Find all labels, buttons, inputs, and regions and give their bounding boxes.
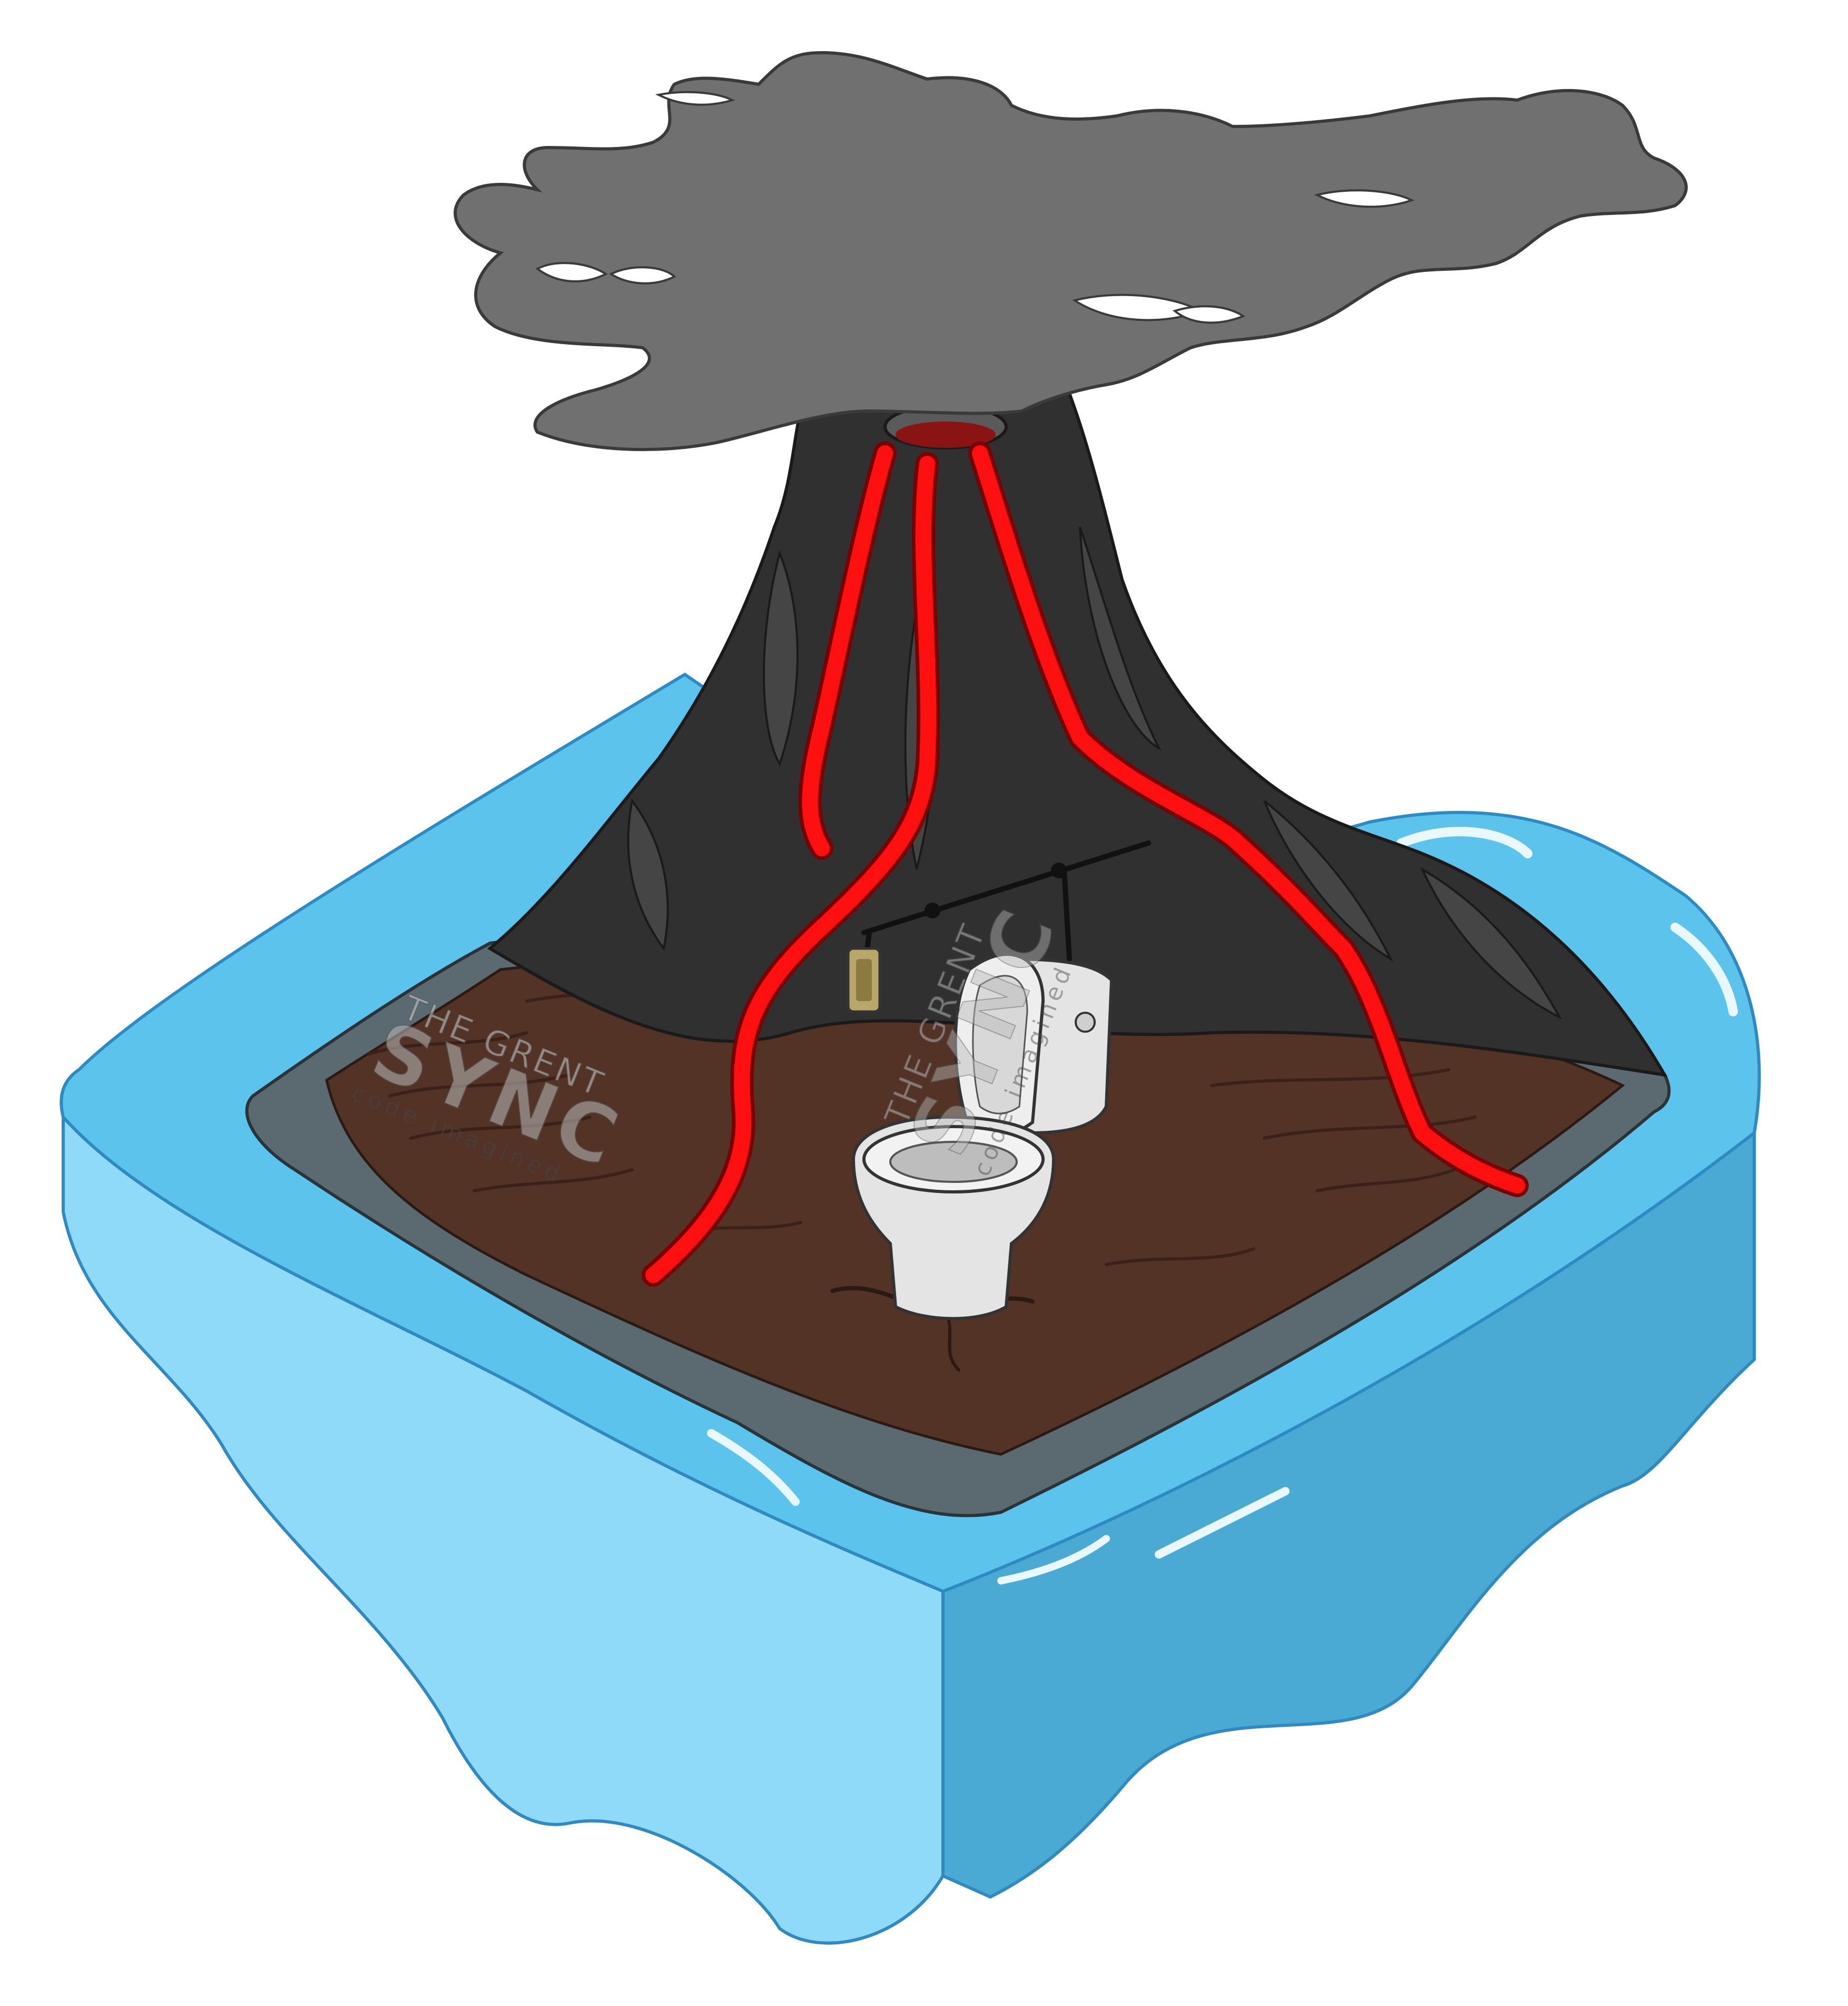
smoke-cloud: [454, 51, 1688, 452]
water-highlight: [1670, 923, 1738, 1016]
water-highlight: [1397, 827, 1532, 858]
hanging-tag: [847, 947, 881, 1013]
toilet-opening: [889, 1141, 1018, 1183]
flush-button: [1075, 1012, 1096, 1033]
volcano: [487, 262, 1668, 1077]
smoke-holes: [535, 91, 1415, 324]
lava-streams: [642, 442, 1529, 1287]
hanging-rod: [861, 840, 1151, 962]
toilet: [830, 953, 1114, 1372]
water-highlight: [997, 1535, 1110, 1584]
ground-crack: [947, 1316, 960, 1372]
lava-stream-left: [802, 445, 893, 856]
lava-stream-right: [972, 445, 1525, 1193]
water-highlight: [1155, 1487, 1290, 1559]
lava-stream-middle: [645, 456, 937, 1283]
crater-lava: [896, 422, 996, 448]
water-highlight: [707, 1429, 800, 1506]
